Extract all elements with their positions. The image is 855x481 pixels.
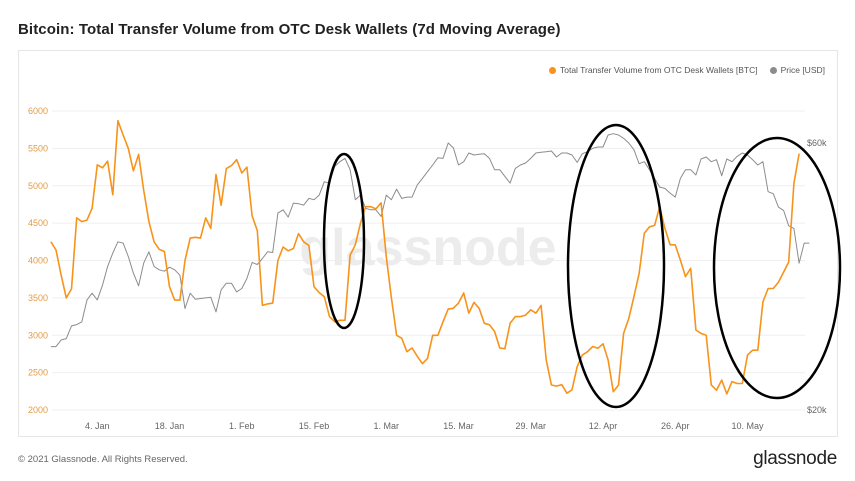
annotations <box>322 123 842 409</box>
x-tick-label: 26. Apr <box>661 421 690 431</box>
y-left-tick-label: 4000 <box>28 256 48 266</box>
copyright: © 2021 Glassnode. All Rights Reserved. <box>18 454 188 465</box>
y-left-tick-label: 5500 <box>28 143 48 153</box>
x-tick-label: 12. Apr <box>589 421 618 431</box>
x-tick-label: 15. Feb <box>299 421 330 431</box>
y-left-tick-label: 2000 <box>28 405 48 415</box>
chart-title: Bitcoin: Total Transfer Volume from OTC … <box>18 21 561 38</box>
x-tick-label: 15. Mar <box>443 421 474 431</box>
x-tick-label: 1. Mar <box>374 421 400 431</box>
y-left-tick-label: 3000 <box>28 330 48 340</box>
y-left-tick-label: 4500 <box>28 218 48 228</box>
y-left-tick-label: 6000 <box>28 106 48 116</box>
legend: Total Transfer Volume from OTC Desk Wall… <box>548 65 825 75</box>
annotation-ellipse-feb <box>322 152 366 330</box>
annotation-ellipse-may <box>712 136 842 400</box>
x-tick-label: 10. May <box>731 421 764 431</box>
glassnode-logo[interactable]: glassnode <box>753 448 837 469</box>
x-tick-label: 18. Jan <box>155 421 185 431</box>
watermark: glassnode <box>299 219 556 277</box>
x-tick-label: 29. Mar <box>515 421 546 431</box>
legend-item-volume[interactable]: Total Transfer Volume from OTC Desk Wall… <box>548 65 758 75</box>
legend-label-volume: Total Transfer Volume from OTC Desk Wall… <box>559 65 758 75</box>
y-left-tick-label: 5000 <box>28 181 48 191</box>
price-line <box>50 133 810 348</box>
y-left-tick-label: 2500 <box>28 368 48 378</box>
legend-label-price: Price [USD] <box>780 65 825 75</box>
legend-item-price[interactable]: Price [USD] <box>769 65 825 75</box>
volume-line <box>50 119 800 395</box>
y-right-tick-label: $20k <box>807 405 827 415</box>
x-tick-label: 4. Jan <box>85 421 110 431</box>
y-left-tick-label: 3500 <box>28 293 48 303</box>
y-right-tick-label: $60k <box>807 138 827 148</box>
chart-panel <box>18 50 838 437</box>
annotation-ellipse-apr <box>566 123 666 409</box>
x-tick-label: 1. Feb <box>229 421 255 431</box>
price-dot-icon <box>769 66 777 74</box>
volume-dot-icon <box>548 66 556 74</box>
